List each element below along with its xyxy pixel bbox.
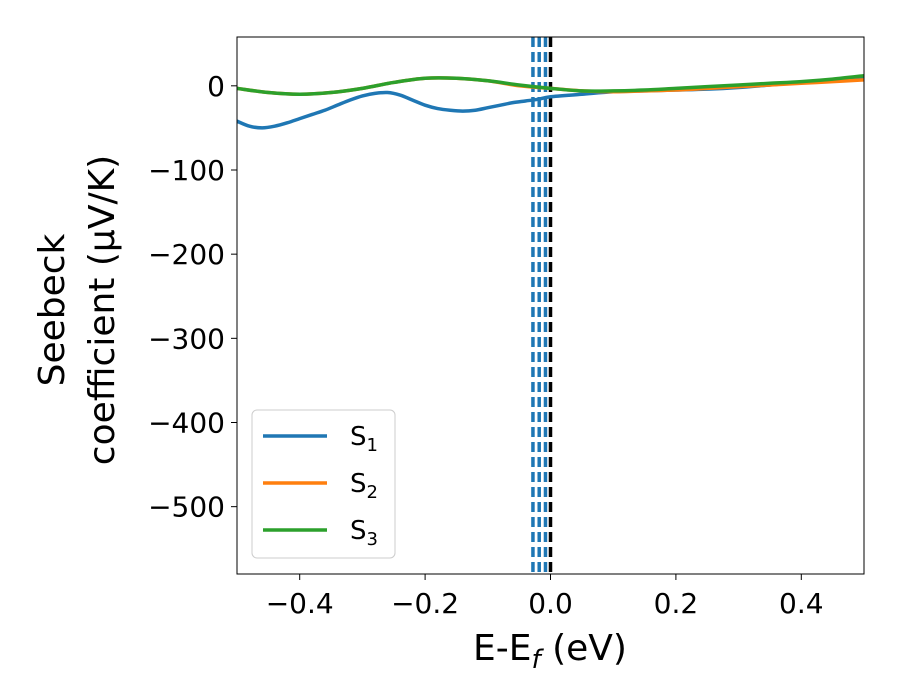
plot-area [236,36,865,575]
x-tick-label: −0.2 [391,587,459,620]
y-tick-label: −500 [148,491,225,524]
x-axis: −0.4 −0.2 0.0 0.2 0.4 [266,574,824,620]
y-tick-label: −200 [148,238,225,271]
y-axis-label: Seebeck coefficient (μV/K) [32,155,123,465]
y-tick-label: −300 [148,322,225,355]
y-tick-label: −400 [148,406,225,439]
y-axis-label-line1: Seebeck [32,233,73,386]
legend-label-s2: S2 [350,469,378,503]
x-tick-label: 0.4 [779,587,824,620]
x-tick-label: 0.0 [528,587,573,620]
legend-label-s3: S3 [350,516,378,550]
x-axis-label: E-Ef (eV) [473,628,627,675]
x-tick-label: −0.4 [266,587,334,620]
series-line-s3 [237,73,864,96]
legend-label-s1: S1 [350,422,378,456]
y-axis: 0 −100 −200 −300 −400 −500 [148,70,237,524]
y-tick-label: −100 [148,154,225,187]
y-tick-label: 0 [207,70,225,103]
y-axis-label-line2: coefficient (μV/K) [82,155,123,465]
x-tick-label: 0.2 [654,587,699,620]
legend: S1 S2 S3 [251,409,396,559]
series-lines [237,73,864,130]
